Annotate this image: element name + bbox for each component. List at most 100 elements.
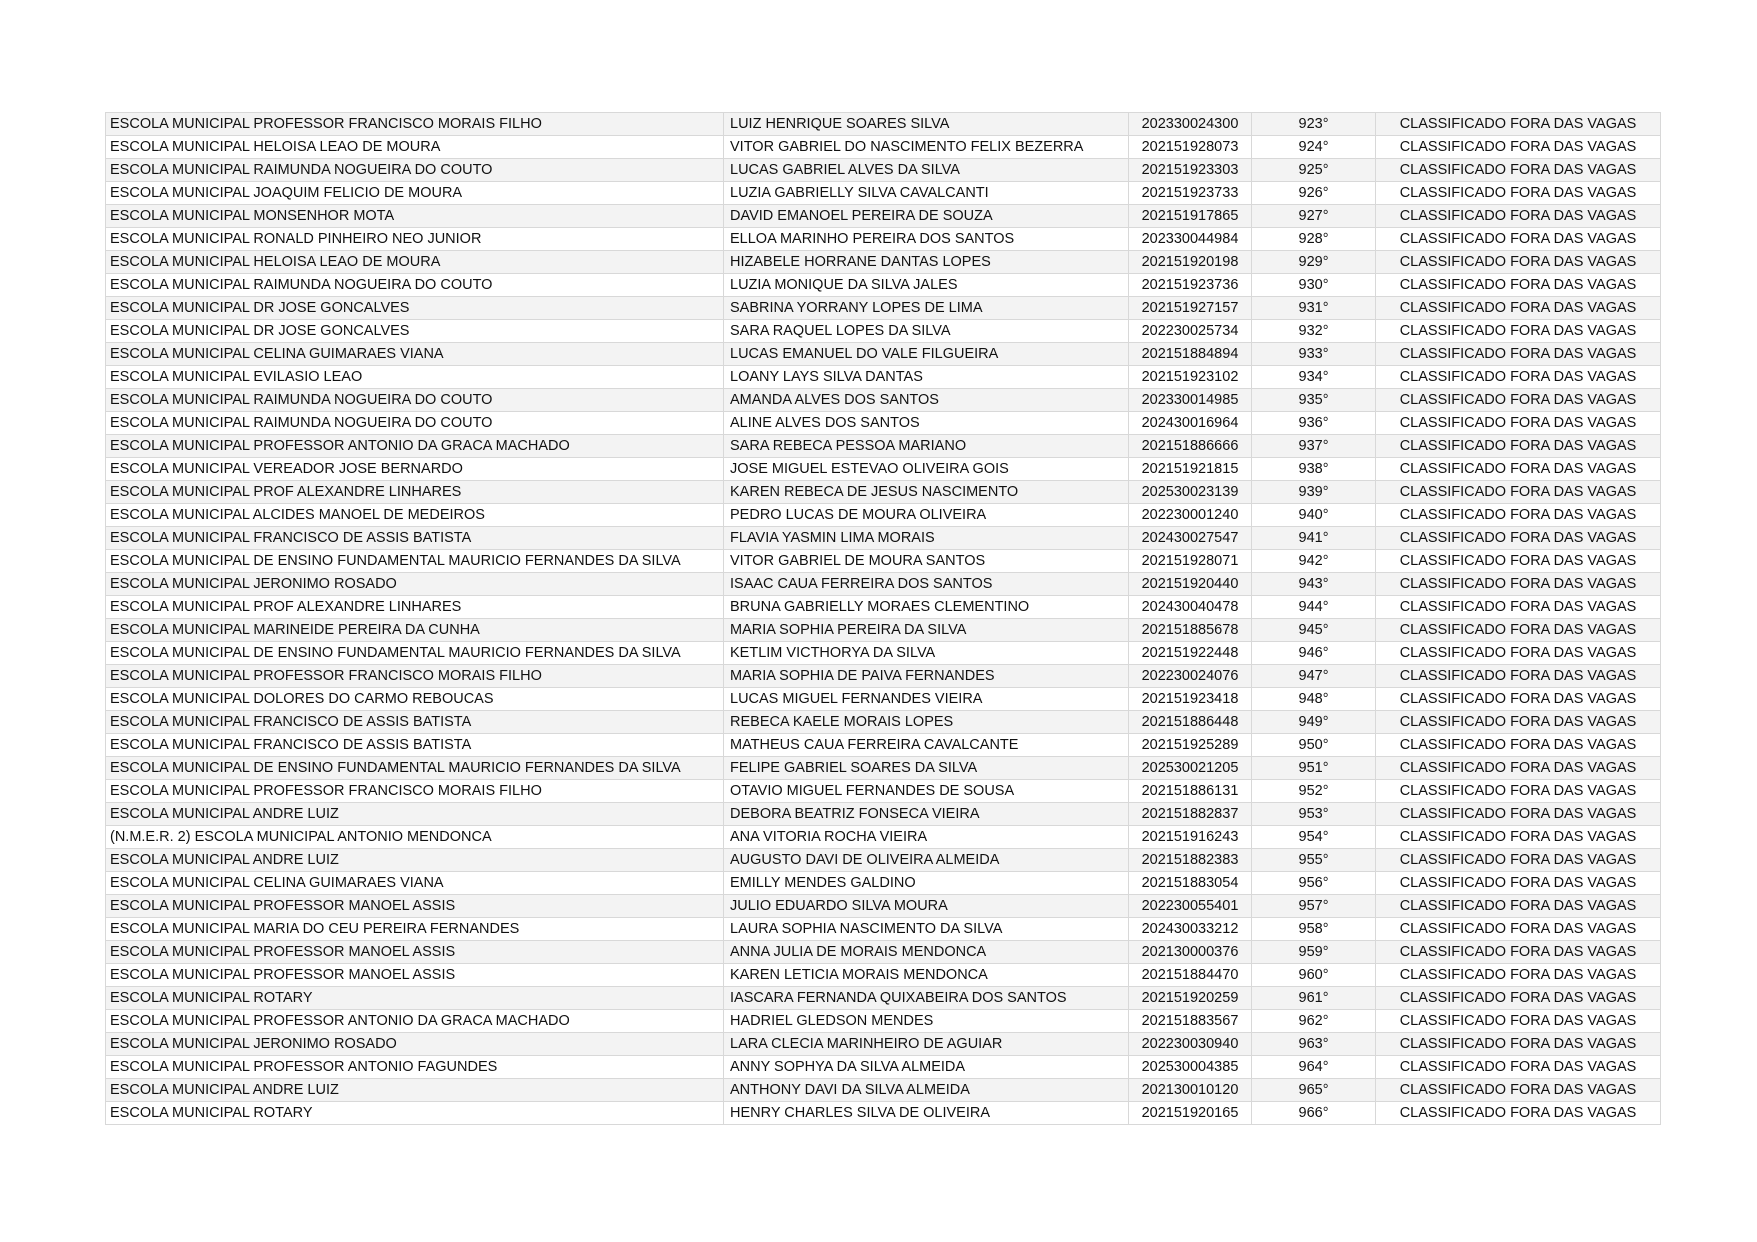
rank-cell: 924° — [1251, 135, 1376, 159]
school-cell: ESCOLA MUNICIPAL VEREADOR JOSE BERNARDO — [105, 457, 724, 481]
registration-cell: 202151920198 — [1128, 250, 1252, 274]
status-cell: CLASSIFICADO FORA DAS VAGAS — [1375, 572, 1661, 596]
rank-cell: 965° — [1251, 1078, 1376, 1102]
student-name-cell: REBECA KAELE MORAIS LOPES — [723, 710, 1129, 734]
registration-cell: 202151920259 — [1128, 986, 1252, 1010]
table-row: ESCOLA MUNICIPAL PROFESSOR ANTONIO FAGUN… — [105, 1055, 1661, 1079]
student-name-cell: IASCARA FERNANDA QUIXABEIRA DOS SANTOS — [723, 986, 1129, 1010]
rank-cell: 943° — [1251, 572, 1376, 596]
school-cell: ESCOLA MUNICIPAL PROFESSOR FRANCISCO MOR… — [105, 779, 724, 803]
student-name-cell: LUCAS MIGUEL FERNANDES VIEIRA — [723, 687, 1129, 711]
student-name-cell: VITOR GABRIEL DO NASCIMENTO FELIX BEZERR… — [723, 135, 1129, 159]
status-cell: CLASSIFICADO FORA DAS VAGAS — [1375, 963, 1661, 987]
rank-cell: 959° — [1251, 940, 1376, 964]
rank-cell: 956° — [1251, 871, 1376, 895]
rank-cell: 963° — [1251, 1032, 1376, 1056]
school-cell: ESCOLA MUNICIPAL RONALD PINHEIRO NEO JUN… — [105, 227, 724, 251]
student-name-cell: PEDRO LUCAS DE MOURA OLIVEIRA — [723, 503, 1129, 527]
student-name-cell: ANTHONY DAVI DA SILVA ALMEIDA — [723, 1078, 1129, 1102]
status-cell: CLASSIFICADO FORA DAS VAGAS — [1375, 940, 1661, 964]
school-cell: ESCOLA MUNICIPAL MARINEIDE PEREIRA DA CU… — [105, 618, 724, 642]
table-row: ESCOLA MUNICIPAL PROFESSOR FRANCISCO MOR… — [105, 112, 1661, 136]
student-name-cell: LUZIA GABRIELLY SILVA CAVALCANTI — [723, 181, 1129, 205]
table-row: ESCOLA MUNICIPAL ANDRE LUIZ AUGUSTO DAVI … — [105, 848, 1661, 872]
table-row: ESCOLA MUNICIPAL DE ENSINO FUNDAMENTAL M… — [105, 549, 1661, 573]
rank-cell: 936° — [1251, 411, 1376, 435]
rank-cell: 939° — [1251, 480, 1376, 504]
status-cell: CLASSIFICADO FORA DAS VAGAS — [1375, 342, 1661, 366]
table-row: ESCOLA MUNICIPAL FRANCISCO DE ASSIS BATI… — [105, 710, 1661, 734]
student-name-cell: LUCAS GABRIEL ALVES DA SILVA — [723, 158, 1129, 182]
rank-cell: 938° — [1251, 457, 1376, 481]
school-cell: ESCOLA MUNICIPAL JERONIMO ROSADO — [105, 1032, 724, 1056]
registration-cell: 202151923102 — [1128, 365, 1252, 389]
status-cell: CLASSIFICADO FORA DAS VAGAS — [1375, 871, 1661, 895]
rank-cell: 932° — [1251, 319, 1376, 343]
registration-cell: 202230024076 — [1128, 664, 1252, 688]
student-name-cell: ISAAC CAUA FERREIRA DOS SANTOS — [723, 572, 1129, 596]
student-name-cell: KETLIM VICTHORYA DA SILVA — [723, 641, 1129, 665]
table-row: ESCOLA MUNICIPAL DE ENSINO FUNDAMENTAL M… — [105, 641, 1661, 665]
rank-cell: 964° — [1251, 1055, 1376, 1079]
table-row: ESCOLA MUNICIPAL DR JOSE GONCALVES SARA R… — [105, 319, 1661, 343]
registration-cell: 202151886448 — [1128, 710, 1252, 734]
school-cell: ESCOLA MUNICIPAL DE ENSINO FUNDAMENTAL M… — [105, 756, 724, 780]
rank-cell: 944° — [1251, 595, 1376, 619]
student-name-cell: JULIO EDUARDO SILVA MOURA — [723, 894, 1129, 918]
registration-cell: 202130010120 — [1128, 1078, 1252, 1102]
school-cell: ESCOLA MUNICIPAL EVILASIO LEAO — [105, 365, 724, 389]
status-cell: CLASSIFICADO FORA DAS VAGAS — [1375, 388, 1661, 412]
table-row: ESCOLA MUNICIPAL CELINA GUIMARAES VIANA E… — [105, 871, 1661, 895]
student-name-cell: ANNY SOPHYA DA SILVA ALMEIDA — [723, 1055, 1129, 1079]
status-cell: CLASSIFICADO FORA DAS VAGAS — [1375, 1078, 1661, 1102]
registration-cell: 202151882383 — [1128, 848, 1252, 872]
table-row: ESCOLA MUNICIPAL PROFESSOR MANOEL ASSIS A… — [105, 940, 1661, 964]
school-cell: ESCOLA MUNICIPAL PROF ALEXANDRE LINHARES — [105, 480, 724, 504]
student-name-cell: HIZABELE HORRANE DANTAS LOPES — [723, 250, 1129, 274]
student-name-cell: SABRINA YORRANY LOPES DE LIMA — [723, 296, 1129, 320]
status-cell: CLASSIFICADO FORA DAS VAGAS — [1375, 894, 1661, 918]
status-cell: CLASSIFICADO FORA DAS VAGAS — [1375, 112, 1661, 136]
status-cell: CLASSIFICADO FORA DAS VAGAS — [1375, 319, 1661, 343]
registration-cell: 202130000376 — [1128, 940, 1252, 964]
rank-cell: 946° — [1251, 641, 1376, 665]
rank-cell: 929° — [1251, 250, 1376, 274]
student-name-cell: ALINE ALVES DOS SANTOS — [723, 411, 1129, 435]
rank-cell: 960° — [1251, 963, 1376, 987]
table-row: ESCOLA MUNICIPAL HELOISA LEAO DE MOURA HI… — [105, 250, 1661, 274]
school-cell: ESCOLA MUNICIPAL PROF ALEXANDRE LINHARES — [105, 595, 724, 619]
school-cell: ESCOLA MUNICIPAL RAIMUNDA NOGUEIRA DO CO… — [105, 158, 724, 182]
table-row: ESCOLA MUNICIPAL MONSENHOR MOTA DAVID EMA… — [105, 204, 1661, 228]
status-cell: CLASSIFICADO FORA DAS VAGAS — [1375, 227, 1661, 251]
table-row: ESCOLA MUNICIPAL RONALD PINHEIRO NEO JUN… — [105, 227, 1661, 251]
rank-cell: 931° — [1251, 296, 1376, 320]
table-row: ESCOLA MUNICIPAL EVILASIO LEAO LOANY LAYS… — [105, 365, 1661, 389]
status-cell: CLASSIFICADO FORA DAS VAGAS — [1375, 779, 1661, 803]
registration-cell: 202151886131 — [1128, 779, 1252, 803]
rank-cell: 934° — [1251, 365, 1376, 389]
student-name-cell: LUIZ HENRIQUE SOARES SILVA — [723, 112, 1129, 136]
status-cell: CLASSIFICADO FORA DAS VAGAS — [1375, 802, 1661, 826]
rank-cell: 927° — [1251, 204, 1376, 228]
status-cell: CLASSIFICADO FORA DAS VAGAS — [1375, 503, 1661, 527]
status-cell: CLASSIFICADO FORA DAS VAGAS — [1375, 457, 1661, 481]
rank-cell: 952° — [1251, 779, 1376, 803]
registration-cell: 202151928071 — [1128, 549, 1252, 573]
registration-cell: 202151923418 — [1128, 687, 1252, 711]
rank-cell: 926° — [1251, 181, 1376, 205]
student-name-cell: LOANY LAYS SILVA DANTAS — [723, 365, 1129, 389]
rank-cell: 942° — [1251, 549, 1376, 573]
student-name-cell: BRUNA GABRIELLY MORAES CLEMENTINO — [723, 595, 1129, 619]
rank-cell: 955° — [1251, 848, 1376, 872]
school-cell: ESCOLA MUNICIPAL PROFESSOR MANOEL ASSIS — [105, 940, 724, 964]
school-cell: ESCOLA MUNICIPAL DOLORES DO CARMO REBOUC… — [105, 687, 724, 711]
status-cell: CLASSIFICADO FORA DAS VAGAS — [1375, 595, 1661, 619]
student-name-cell: FELIPE GABRIEL SOARES DA SILVA — [723, 756, 1129, 780]
rank-cell: 947° — [1251, 664, 1376, 688]
table-row: (N.M.E.R. 2) ESCOLA MUNICIPAL ANTONIO ME… — [105, 825, 1661, 849]
status-cell: CLASSIFICADO FORA DAS VAGAS — [1375, 204, 1661, 228]
status-cell: CLASSIFICADO FORA DAS VAGAS — [1375, 848, 1661, 872]
student-name-cell: AMANDA ALVES DOS SANTOS — [723, 388, 1129, 412]
school-cell: ESCOLA MUNICIPAL CELINA GUIMARAES VIANA — [105, 342, 724, 366]
status-cell: CLASSIFICADO FORA DAS VAGAS — [1375, 365, 1661, 389]
